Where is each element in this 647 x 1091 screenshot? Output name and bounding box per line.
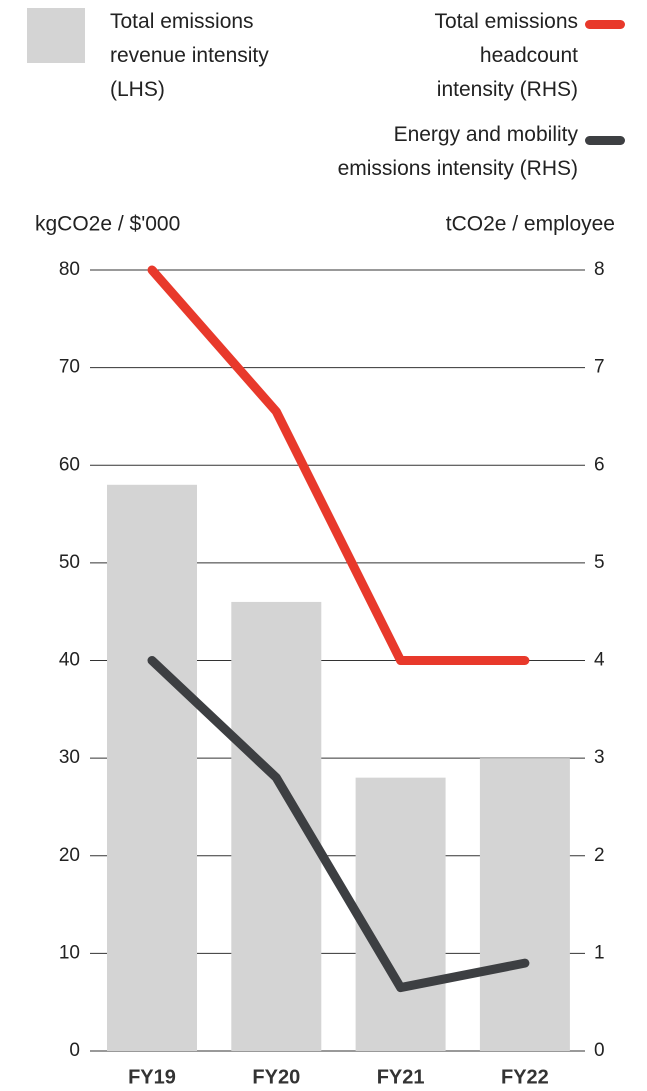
bar — [355, 777, 446, 1051]
y-tick-label: 80 — [59, 259, 80, 280]
y-tick-label: 20 — [59, 845, 80, 866]
legend-label: Total emissions revenue intensity (LHS) — [110, 10, 269, 101]
legend-swatch — [585, 20, 625, 29]
y-tick-label: 50 — [59, 552, 80, 573]
legend-swatch — [27, 8, 85, 63]
y2-tick-label: 7 — [594, 357, 605, 378]
y2-tick-label: 8 — [594, 259, 605, 280]
legend-label: Total emissions headcount intensity (RHS… — [434, 10, 578, 101]
line — [147, 656, 530, 993]
legend-label: Energy and mobility emissions intensity … — [337, 123, 578, 180]
y2-tick-label: 6 — [594, 454, 605, 475]
y-tick-label: 60 — [59, 454, 80, 475]
line — [147, 265, 530, 665]
y-tick-label: 30 — [59, 747, 80, 768]
x-tick-label: FY19 — [128, 1066, 176, 1088]
legend-swatch — [585, 136, 625, 145]
y2-tick-label: 4 — [594, 650, 605, 671]
y2-tick-label: 5 — [594, 552, 605, 573]
y2-tick-label: 3 — [594, 747, 605, 768]
y-axis-label: kgCO2e / $'000 — [35, 213, 180, 236]
y-tick-label: 40 — [59, 650, 80, 671]
y2-tick-label: 1 — [594, 942, 605, 963]
bar — [107, 484, 197, 1051]
y2-tick-label: 2 — [594, 845, 605, 866]
y-tick-label: 10 — [59, 942, 80, 963]
y-tick-label: 0 — [69, 1040, 80, 1061]
x-tick-label: FY20 — [252, 1066, 300, 1088]
y-tick-label: 70 — [59, 357, 80, 378]
y2-tick-label: 0 — [594, 1040, 605, 1061]
x-tick-label: FY22 — [501, 1066, 549, 1088]
x-tick-label: FY21 — [377, 1066, 425, 1088]
bar — [479, 758, 570, 1051]
y2-axis-label: tCO2e / employee — [446, 213, 615, 236]
